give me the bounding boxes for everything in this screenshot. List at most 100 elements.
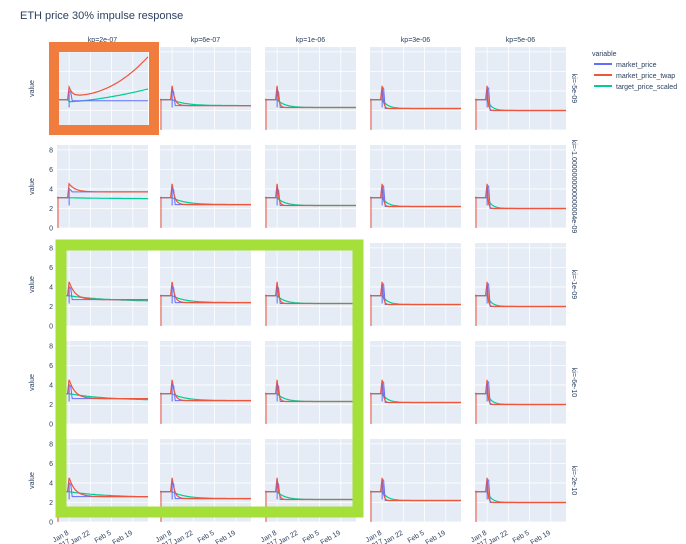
series-market-price-twap [57, 56, 149, 101]
series-market-price-twap [370, 477, 461, 502]
series-market-price-twap [160, 281, 251, 304]
x-tick-label: Jan 22 [70, 530, 92, 544]
x-tick-label: 2017 [473, 538, 490, 544]
series-market-price-twap [370, 85, 461, 110]
x-tick-label: Feb 5 [94, 530, 113, 544]
series-market-price-twap [370, 183, 461, 208]
y-tick-label: 2 [49, 500, 53, 507]
y-tick-label: 0 [49, 422, 53, 429]
series-market-price-twap [265, 379, 356, 403]
plot-area [265, 341, 356, 424]
legend-entry: target_price_scaled [616, 84, 677, 91]
y-tick-label: 0 [49, 520, 53, 527]
series-market-price-twap [57, 281, 148, 301]
y-tick-label: 0 [49, 324, 53, 331]
series-market-price-twap [475, 85, 566, 112]
y-tick-label: 4 [49, 480, 53, 487]
series-market-price-twap [57, 379, 148, 400]
series-market-price [57, 91, 148, 102]
series-market-price-twap [475, 477, 566, 504]
facet-panel [370, 439, 461, 523]
y-tick-label: 4 [49, 382, 53, 389]
y-tick-label: 6 [49, 461, 53, 468]
highlight-box-orange [49, 42, 159, 135]
plot-area [160, 145, 251, 228]
facet-panel [57, 47, 149, 131]
series-market-price-twap [475, 281, 566, 308]
series-market-price-twap [370, 379, 461, 404]
x-tick-label: 2017 [158, 538, 175, 544]
column-header: kp=5e-06 [506, 37, 535, 44]
plot-area [57, 145, 148, 228]
y-axis-label: value [29, 80, 36, 97]
facet-panel [370, 243, 461, 327]
x-tick-label: 2017 [263, 538, 280, 544]
facet-panel [475, 145, 566, 229]
row-header: ki=-1.0000000000000004e-09 [570, 140, 577, 234]
y-tick-label: 2 [49, 206, 53, 213]
plot-area [160, 243, 251, 326]
facet-panel [160, 341, 251, 425]
facet-grid [57, 47, 566, 523]
facet-panel [370, 145, 461, 229]
facet-panel [370, 341, 461, 425]
y-tick-label: 4 [49, 284, 53, 291]
series-target-price-scaled [57, 197, 148, 200]
series-market-price-twap [57, 182, 148, 199]
series-market-price-twap [370, 281, 461, 306]
series-market-price-twap [475, 183, 566, 210]
x-tick-label: Feb 5 [407, 530, 426, 544]
facet-panel [265, 145, 356, 229]
y-tick-label: 8 [49, 343, 53, 350]
y-tick-label: 6 [49, 363, 53, 370]
y-tick-label: 8 [49, 441, 53, 448]
x-tick-label: 2017 [55, 538, 72, 544]
row-header: ki=-6e-10 [570, 368, 577, 397]
y-axis-label: value [29, 374, 36, 391]
series-market-price-twap [265, 183, 356, 207]
x-tick-label: Feb 19 [424, 530, 446, 544]
legend-entry: market_price_twap [616, 73, 675, 80]
x-tick-label: Feb 19 [111, 530, 133, 544]
column-header: kp=3e-06 [401, 37, 430, 44]
row-header: ki=-1e-09 [570, 270, 577, 299]
x-tick-label: Jan 22 [278, 530, 300, 544]
y-tick-label: 6 [49, 265, 53, 272]
facet-panel [370, 47, 461, 131]
highlight-boxes [49, 42, 364, 518]
y-tick-label: 2 [49, 402, 53, 409]
x-tick-label: Feb 19 [319, 530, 341, 544]
highlight-box-green [55, 239, 364, 518]
chart-title: ETH price 30% impulse response [20, 10, 183, 22]
facet-panel [475, 439, 566, 523]
facet-panel [57, 145, 148, 229]
facet-panel [475, 47, 566, 131]
series-market-price-twap [160, 379, 251, 402]
series-market-price-twap [160, 183, 251, 206]
x-tick-label: 2017 [368, 538, 385, 544]
y-tick-label: 8 [49, 245, 53, 252]
series-target-price-scaled [57, 88, 149, 103]
series-market-price-twap [160, 85, 251, 107]
facet-panel [265, 243, 356, 327]
y-tick-label: 6 [49, 167, 53, 174]
plot-area [265, 47, 356, 130]
legend-title: variable [592, 51, 617, 58]
x-tick-label: Feb 19 [214, 530, 236, 544]
y-tick-label: 4 [49, 186, 53, 193]
plot-area [57, 47, 148, 130]
x-tick-label: Feb 5 [512, 530, 531, 544]
y-tick-label: 2 [49, 304, 53, 311]
y-axis-label: value [29, 178, 36, 195]
facet-panel [265, 47, 356, 131]
legend: variable market_price market_price_twaptar… [592, 51, 677, 91]
series-market-price-twap [265, 85, 356, 109]
facet-panel [475, 341, 566, 425]
row-header: ki=-5e-09 [570, 74, 577, 103]
y-tick-label: 0 [49, 226, 53, 233]
plot-area [265, 243, 356, 326]
y-axis-label: value [29, 472, 36, 489]
column-header: kp=2e-07 [88, 37, 117, 44]
plot-area [160, 47, 251, 130]
